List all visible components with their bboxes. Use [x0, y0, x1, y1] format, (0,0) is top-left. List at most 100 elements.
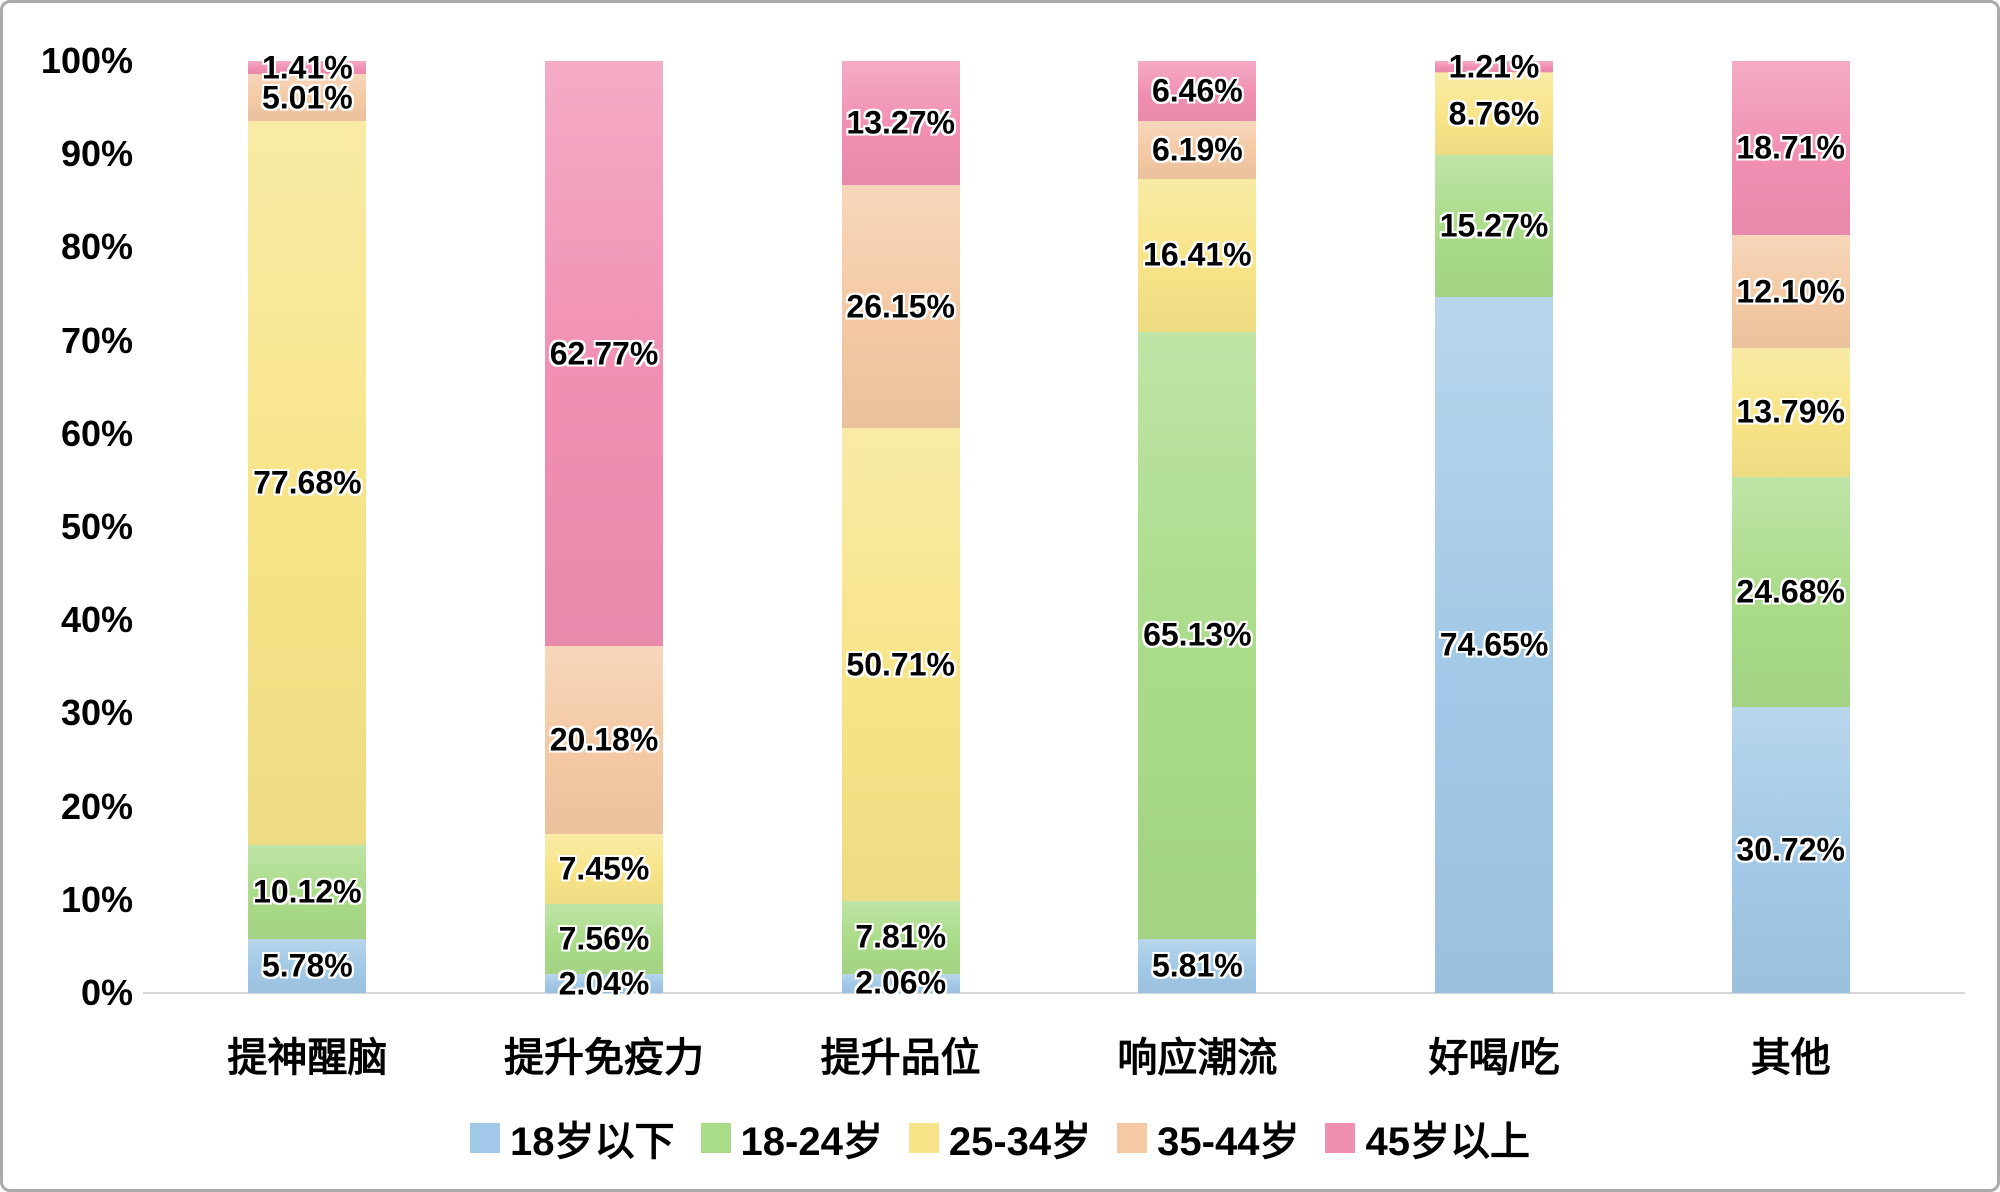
bar-segment: 24.68% — [1731, 476, 1850, 707]
x-category-label: 提升品位 — [820, 1036, 981, 1080]
stacked-bar: 2.04% 7.56% 7.45% 20.18% 62.77% — [545, 61, 663, 1001]
data-label: 5.81% — [1151, 947, 1243, 984]
bar-segment — [1435, 72, 1554, 74]
bar-slot: 5.81% 65.13% 16.41% 6.19% 6.46% — [1049, 61, 1346, 994]
bar-segment: 7.45% — [545, 834, 663, 904]
data-label: 6.19% — [1151, 131, 1243, 168]
legend-swatch-icon — [470, 1123, 501, 1153]
data-label: 77.68% — [253, 464, 362, 501]
legend-swatch-icon — [1325, 1123, 1356, 1153]
bar-segment: 8.76% — [1435, 73, 1554, 155]
legend-label: 25-34岁 — [948, 1120, 1092, 1164]
bar-segment: 62.77% — [545, 61, 663, 647]
x-axis-line — [143, 992, 1965, 994]
bar-segment: 26.15% — [841, 184, 960, 429]
bar-segment: 7.81% — [841, 901, 960, 974]
y-tick-label: 90% — [60, 133, 133, 175]
bar-segment: 5.81% — [1138, 938, 1257, 994]
legend-item: 35-44岁 — [1117, 1109, 1299, 1167]
stacked-bar: 2.06% 7.81% 50.71% 26.15% 13.27% — [841, 61, 960, 1001]
legend-label: 35-44岁 — [1157, 1120, 1300, 1164]
legend: 18岁以下 18-24岁 25-34岁 35-44岁 45岁以上 — [3, 1109, 1997, 1167]
data-label: 7.56% — [558, 920, 650, 957]
data-label: 2.04% — [558, 965, 650, 1001]
bar-segment: 2.04% — [545, 965, 663, 1001]
legend-item: 18-24岁 — [700, 1109, 883, 1167]
bar-segment: 2.06% — [841, 965, 960, 1001]
legend-swatch-icon — [700, 1123, 731, 1153]
data-label: 5.78% — [261, 947, 353, 984]
bar-slot: 5.78% 10.12% 77.68% 5.01% 1.41% — [159, 49, 456, 993]
data-label: 7.81% — [855, 918, 947, 955]
data-label: 30.72% — [1736, 831, 1845, 868]
bar-segment: 10.12% — [248, 844, 367, 940]
bar-slot: 30.72% 24.68% 13.79% 12.10% 18.71% — [1642, 61, 1939, 994]
y-tick-label: 60% — [60, 412, 133, 454]
y-tick-label: 10% — [60, 878, 133, 920]
bar-segment: 74.65% — [1435, 297, 1554, 993]
stacked-bar: 30.72% 24.68% 13.79% 12.10% 18.71% — [1731, 61, 1850, 994]
data-label: 2.06% — [855, 964, 947, 1001]
data-label: 10.12% — [253, 873, 362, 910]
data-label: 18.71% — [1736, 129, 1845, 166]
legend-label: 18岁以下 — [510, 1120, 675, 1164]
data-label: 8.76% — [1448, 95, 1540, 132]
bar-segment: 12.10% — [1731, 235, 1850, 349]
x-category-label: 提神醒脑 — [227, 1036, 388, 1080]
bar-segment: 6.46% — [1138, 61, 1257, 122]
bar-segment: 30.72% — [1731, 706, 1850, 994]
legend-item: 18岁以下 — [470, 1109, 675, 1167]
data-label: 24.68% — [1736, 573, 1845, 610]
x-category-label: 好喝/吃 — [1428, 1036, 1560, 1080]
x-category-label: 响应潮流 — [1117, 1036, 1278, 1080]
legend-item: 45岁以上 — [1325, 1109, 1530, 1167]
bar-segment: 20.18% — [545, 646, 663, 835]
y-tick-label: 80% — [60, 226, 133, 268]
data-label: 6.46% — [1151, 72, 1243, 109]
data-label: 62.77% — [549, 335, 659, 372]
bar-segment: 16.41% — [1138, 178, 1257, 332]
bar-segment: 5.01% — [248, 74, 367, 121]
bar-segment: 77.68% — [248, 120, 367, 845]
bar-segment: 15.27% — [1435, 154, 1554, 298]
bar-segment: 5.78% — [248, 939, 367, 993]
data-label: 15.27% — [1439, 207, 1549, 244]
data-label: 65.13% — [1143, 616, 1252, 653]
data-label: 1.41% — [261, 49, 353, 86]
bar-segment: 65.13% — [1138, 331, 1257, 939]
data-label: 7.45% — [558, 850, 650, 887]
data-label: 5.01% — [261, 79, 353, 116]
data-label: 13.27% — [846, 104, 955, 141]
y-axis: 0% 10% 20% 30% 40% 50% 60% 70% 80% 90% 100% — [3, 40, 141, 1013]
stacked-bar: 5.81% 65.13% 16.41% 6.19% 6.46% — [1138, 61, 1257, 994]
data-label: 20.18% — [549, 721, 659, 758]
x-category-label: 提升免疫力 — [504, 1036, 704, 1080]
y-tick-label: 30% — [60, 692, 133, 734]
bar-segment: 1.21% — [1435, 48, 1554, 84]
bar-slot: 2.04% 7.56% 7.45% 20.18% 62.77% — [456, 61, 753, 1001]
y-tick-label: 70% — [60, 319, 133, 361]
data-label: 13.79% — [1736, 393, 1845, 430]
stacked-bar: 74.65% 15.27% 8.76% 1.21% — [1435, 48, 1554, 993]
bar-slot: 74.65% 15.27% 8.76% 1.21% — [1346, 48, 1643, 993]
bar-segment: 1.41% — [248, 49, 367, 85]
x-axis-category-labels: 提神醒脑 提升免疫力 提升品位 响应潮流 好喝/吃 其他 — [159, 1025, 1939, 1083]
plot-area: 5.78% 10.12% 77.68% 5.01% 1.41% 2.04% 7.56% 7.4… — [159, 48, 1939, 1001]
data-label: 26.15% — [846, 288, 955, 325]
bar-segment: 7.56% — [545, 903, 663, 975]
bar-slot: 2.06% 7.81% 50.71% 26.15% 13.27% — [752, 61, 1049, 1001]
data-label: 50.71% — [846, 646, 955, 683]
legend-swatch-icon — [1117, 1123, 1148, 1153]
legend-item: 25-34岁 — [908, 1109, 1092, 1167]
y-tick-label: 40% — [60, 599, 133, 641]
y-tick-label: 100% — [40, 40, 133, 81]
bar-segment: 18.71% — [1731, 61, 1850, 236]
y-tick-label: 50% — [60, 506, 133, 547]
bar-segment: 6.19% — [1138, 121, 1257, 179]
y-tick-label: 0% — [80, 972, 133, 1013]
stacked-bar: 5.78% 10.12% 77.68% 5.01% 1.41% — [248, 49, 367, 993]
bar-segment: 13.27% — [841, 61, 960, 185]
legend-swatch-icon — [908, 1123, 939, 1153]
legend-label: 18-24岁 — [740, 1120, 883, 1164]
